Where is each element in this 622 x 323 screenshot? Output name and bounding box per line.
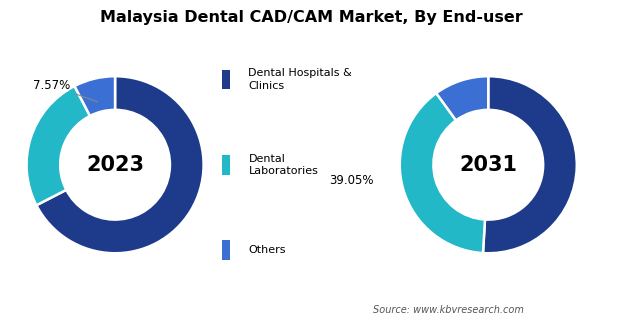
Text: Malaysia Dental CAD/CAM Market, By End-user: Malaysia Dental CAD/CAM Market, By End-u… (100, 10, 522, 25)
Wedge shape (27, 86, 90, 205)
Text: 39.05%: 39.05% (329, 174, 373, 187)
Text: Source: www.kbvresearch.com: Source: www.kbvresearch.com (373, 305, 524, 315)
Wedge shape (36, 76, 203, 253)
Wedge shape (483, 76, 577, 253)
Bar (221, 240, 230, 260)
Bar (221, 69, 230, 89)
Wedge shape (75, 76, 115, 116)
Wedge shape (400, 93, 485, 253)
Text: Dental Hospitals &
Clinics: Dental Hospitals & Clinics (248, 68, 352, 91)
Text: 7.57%: 7.57% (33, 78, 98, 102)
Wedge shape (436, 76, 488, 120)
Text: 2023: 2023 (86, 155, 144, 175)
Text: Dental
Laboratories: Dental Laboratories (248, 153, 318, 176)
Text: 2031: 2031 (459, 155, 518, 175)
Text: Others: Others (248, 245, 286, 255)
Bar (221, 155, 230, 175)
